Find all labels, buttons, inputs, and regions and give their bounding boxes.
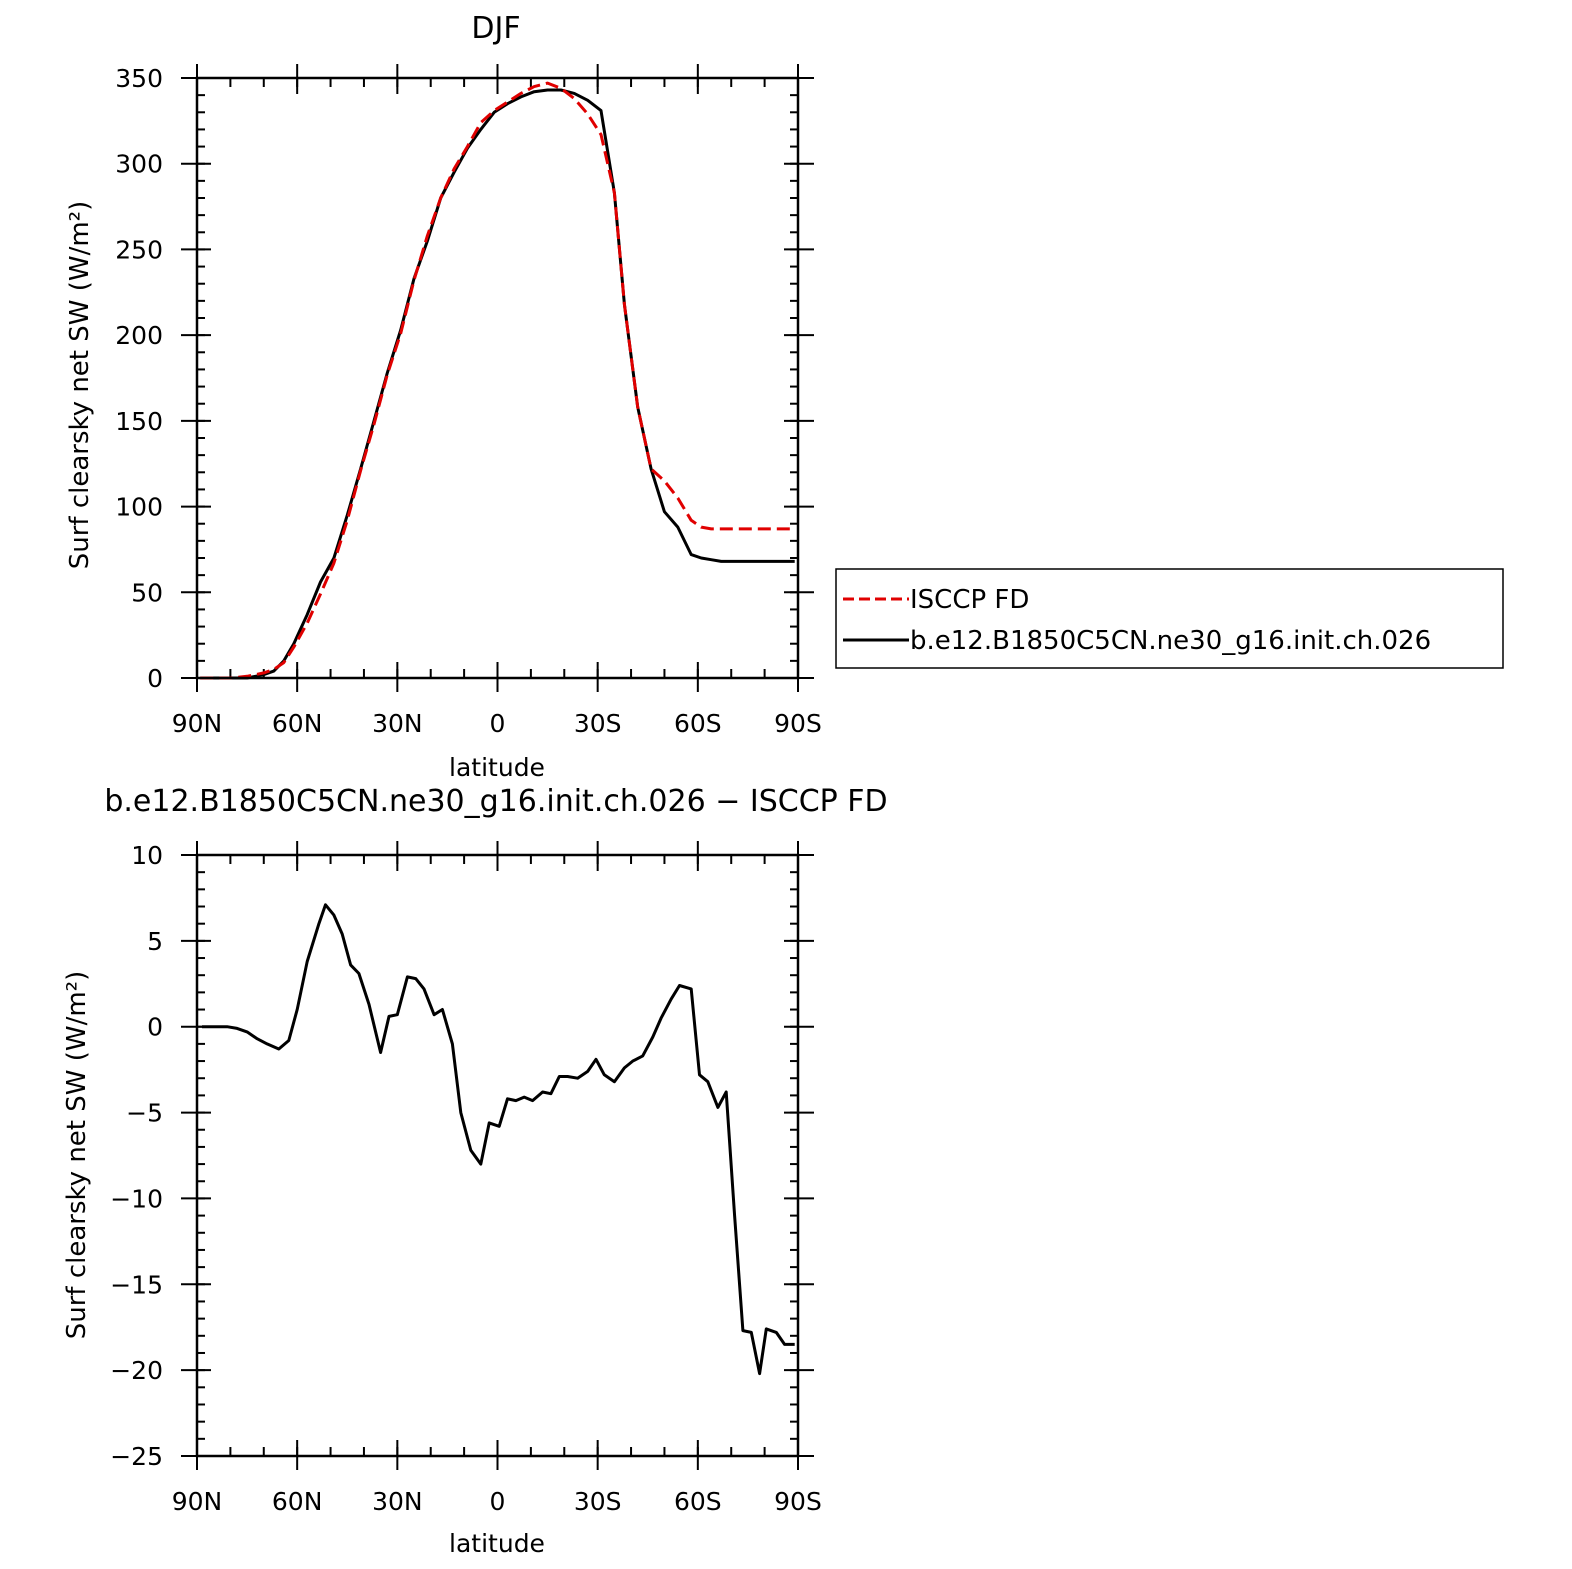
top-series-lines — [200, 81, 795, 680]
bottom-y-tick-label: −25 — [110, 1442, 163, 1471]
top-x-tick-label: 0 — [490, 709, 506, 738]
top-series-line-0 — [200, 81, 795, 680]
legend-box — [835, 568, 1504, 669]
legend-label-isccp: ISCCP FD — [910, 585, 1029, 615]
top-y-tick-label: 250 — [115, 235, 163, 264]
bottom-plot-frame — [195, 853, 800, 1458]
bottom-y-tick-label: −20 — [110, 1356, 163, 1385]
bottom-series-line-0 — [202, 903, 795, 1376]
top-y-axis-label: Surf clearsky net SW (W/m²) — [65, 201, 95, 569]
bottom-y-tick-label: −5 — [126, 1099, 163, 1128]
top-y-tick-label: 100 — [115, 493, 163, 522]
bottom-x-tick-label: 90N — [172, 1487, 223, 1516]
bottom-axis-ticks: 90N 60N 30N 0 30S 60S 90S 10 5 0 −5 −10 −15 −20 −25 — [110, 841, 822, 1516]
bottom-x-tick-label: 60S — [674, 1487, 722, 1516]
top-x-tick-label: 30N — [372, 709, 423, 738]
top-y-tick-label: 350 — [115, 64, 163, 93]
legend: ISCCP FD b.e12.B1850C5CN.ne30_g16.init.c… — [835, 568, 1504, 669]
bottom-x-axis-label: latitude — [449, 1529, 545, 1558]
top-x-tick-label: 90N — [172, 709, 223, 738]
top-panel: DJF Surf clearsky net SW (W/m²) latitude… — [65, 11, 822, 782]
legend-label-model: b.e12.B1850C5CN.ne30_g16.init.ch.026 — [910, 626, 1431, 656]
bottom-y-axis-label: Surf clearsky net SW (W/m²) — [62, 971, 92, 1339]
top-y-tick-label: 200 — [115, 321, 163, 350]
top-x-tick-label: 90S — [774, 709, 822, 738]
bottom-x-tick-label: 30S — [574, 1487, 622, 1516]
top-x-axis-label: latitude — [449, 753, 545, 782]
bottom-y-tick-label: 10 — [131, 841, 163, 870]
top-y-tick-label: 50 — [131, 578, 163, 607]
bottom-series-lines — [202, 903, 795, 1376]
bottom-chart-title: b.e12.B1850C5CN.ne30_g16.init.ch.026 − I… — [104, 784, 887, 819]
bottom-y-tick-label: 0 — [147, 1013, 163, 1042]
top-y-tick-label: 0 — [147, 664, 163, 693]
top-chart-title: DJF — [471, 11, 520, 46]
bottom-x-tick-label: 60N — [272, 1487, 323, 1516]
bottom-x-tick-label: 90S — [774, 1487, 822, 1516]
bottom-x-tick-label: 0 — [490, 1487, 506, 1516]
top-axis-ticks: 90N 60N 30N 0 30S 60S 90S 0 50 100 150 200 250 300 350 — [115, 64, 822, 738]
top-x-tick-label: 30S — [574, 709, 622, 738]
top-y-tick-label: 300 — [115, 150, 163, 179]
bottom-x-tick-label: 30N — [372, 1487, 423, 1516]
top-y-tick-label: 150 — [115, 407, 163, 436]
top-series-line-1 — [200, 88, 795, 680]
bottom-y-tick-label: −10 — [110, 1184, 163, 1213]
top-x-tick-label: 60N — [272, 709, 323, 738]
top-x-tick-label: 60S — [674, 709, 722, 738]
top-plot-frame — [195, 76, 800, 680]
bottom-y-tick-label: −15 — [110, 1270, 163, 1299]
bottom-y-tick-label: 5 — [147, 927, 163, 956]
bottom-panel: b.e12.B1850C5CN.ne30_g16.init.ch.026 − I… — [62, 784, 888, 1558]
